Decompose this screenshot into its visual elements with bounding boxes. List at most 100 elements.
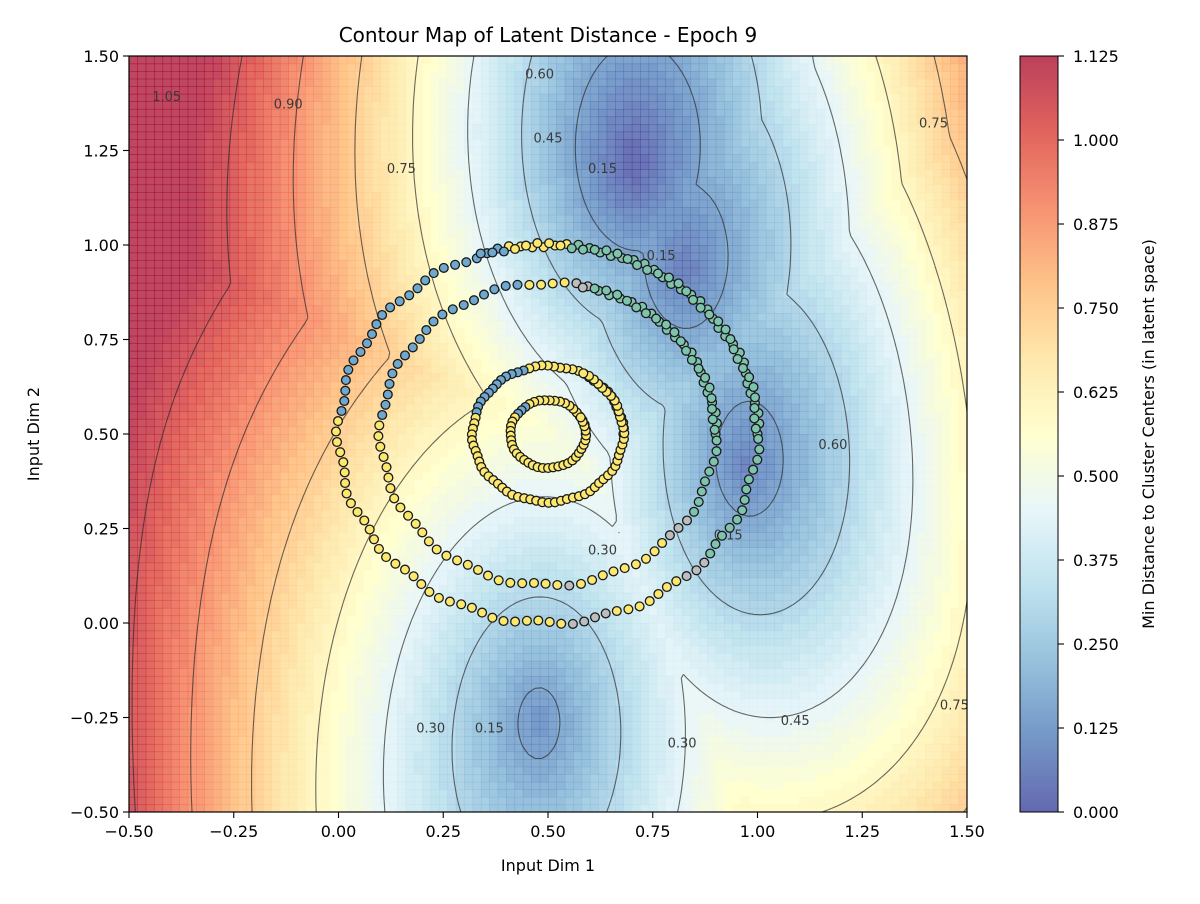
field-cell: [212, 751, 222, 760]
field-cell: [229, 328, 239, 337]
field-cell: [522, 486, 532, 496]
field-cell: [489, 502, 499, 511]
field-cell: [514, 297, 524, 307]
field-cell: [430, 290, 440, 299]
field-cell: [137, 630, 147, 639]
field-cell: [539, 630, 549, 639]
field-cell: [380, 759, 390, 768]
field-cell: [480, 502, 490, 511]
field-cell: [464, 464, 474, 473]
field-cell: [179, 267, 189, 276]
field-cell: [338, 585, 348, 594]
field-cell: [221, 449, 231, 458]
field-cell: [472, 139, 482, 148]
field-cell: [506, 660, 516, 669]
field-cell: [263, 343, 273, 352]
field-cell: [489, 214, 499, 223]
field-cell: [413, 237, 423, 246]
field-cell: [397, 252, 407, 261]
field-cell: [489, 328, 499, 337]
field-cell: [472, 86, 482, 95]
field-cell: [246, 373, 256, 382]
field-cell: [506, 71, 516, 80]
field-cell: [137, 86, 147, 95]
field-cell: [397, 441, 407, 450]
field-cell: [455, 464, 465, 473]
field-cell: [355, 736, 365, 745]
field-cell: [338, 192, 348, 201]
field-cell: [288, 759, 298, 768]
field-cell: [288, 494, 298, 503]
field-cell: [129, 592, 138, 601]
field-cell: [413, 502, 423, 511]
field-cell: [522, 766, 532, 775]
field-cell: [489, 441, 499, 450]
field-cell: [187, 630, 197, 639]
field-cell: [539, 229, 549, 239]
field-cell: [187, 486, 197, 496]
field-cell: [346, 161, 356, 170]
field-cell: [539, 607, 549, 617]
field-cell: [137, 176, 147, 186]
field-cell: [179, 607, 189, 617]
field-cell: [497, 418, 507, 428]
field-cell: [154, 335, 164, 344]
field-cell: [480, 660, 490, 669]
field-cell: [330, 71, 340, 80]
field-cell: [439, 169, 449, 178]
field-cell: [254, 539, 264, 548]
field-cell: [355, 396, 365, 405]
field-cell: [212, 169, 222, 178]
field-cell: [271, 260, 281, 269]
field-cell: [254, 524, 264, 533]
field-cell: [539, 736, 549, 745]
field-cell: [263, 804, 273, 812]
field-cell: [497, 759, 507, 768]
field-cell: [221, 600, 231, 609]
field-cell: [179, 63, 189, 72]
field-cell: [279, 56, 289, 65]
field-cell: [497, 199, 507, 208]
field-cell: [405, 562, 415, 571]
field-cell: [531, 728, 541, 737]
field-cell: [380, 245, 390, 254]
field-cell: [439, 509, 449, 518]
field-cell: [279, 691, 289, 700]
field-cell: [522, 660, 532, 669]
field-cell: [246, 176, 256, 186]
field-cell: [380, 86, 390, 95]
field-cell: [179, 358, 189, 367]
field-cell: [170, 154, 180, 163]
field-cell: [422, 623, 432, 632]
field-cell: [154, 101, 164, 110]
field-cell: [397, 161, 407, 170]
field-cell: [355, 759, 365, 768]
field-cell: [522, 297, 532, 307]
field-cell: [145, 56, 155, 65]
field-cell: [397, 706, 407, 715]
field-cell: [129, 169, 138, 178]
field-cell: [313, 683, 323, 692]
field-cell: [196, 781, 206, 790]
field-cell: [346, 350, 356, 359]
field-cell: [229, 585, 239, 594]
field-cell: [338, 63, 348, 72]
field-cell: [430, 365, 440, 375]
field-cell: [531, 78, 541, 87]
field-cell: [430, 222, 440, 231]
field-cell: [480, 554, 490, 564]
field-cell: [514, 184, 524, 193]
field-cell: [187, 297, 197, 307]
field-cell: [338, 56, 348, 65]
field-cell: [229, 751, 239, 760]
field-cell: [447, 728, 457, 737]
field-cell: [430, 600, 440, 609]
field-cell: [254, 796, 264, 806]
field-cell: [229, 184, 239, 193]
field-cell: [271, 804, 281, 812]
field-cell: [204, 297, 214, 307]
field-cell: [405, 464, 415, 473]
field-cell: [246, 124, 256, 133]
field-cell: [196, 237, 206, 246]
field-cell: [179, 56, 189, 65]
